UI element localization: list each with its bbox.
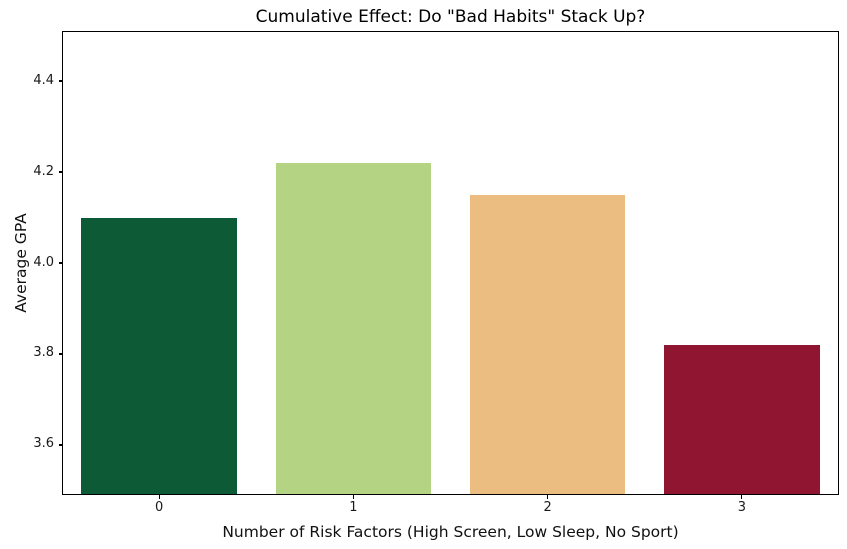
bar-risk-0 [81,217,237,495]
y-tick-label: 4.0 [33,254,54,270]
x-tick-mark [547,495,549,499]
y-tick-mark [58,353,62,355]
x-tick-mark [741,495,743,499]
plot-area [62,31,839,495]
bar-risk-3 [664,344,820,495]
y-tick-mark [58,262,62,264]
y-tick-mark [58,80,62,82]
y-tick-label: 4.4 [33,72,54,88]
x-axis-label: Number of Risk Factors (High Screen, Low… [222,523,679,541]
x-tick-mark [158,495,160,499]
chart-title: Cumulative Effect: Do "Bad Habits" Stack… [255,7,646,27]
x-tick-label: 0 [154,500,164,515]
x-tick-label: 1 [349,500,358,515]
y-tick-label: 3.6 [33,436,54,452]
x-tick-mark [352,495,354,499]
bar-risk-1 [275,162,432,495]
y-tick-label: 4.2 [33,163,54,179]
x-tick-label: 2 [543,500,552,515]
y-tick-label: 3.8 [33,345,54,361]
y-tick-mark [58,171,62,173]
bar-risk-2 [469,194,626,495]
y-tick-mark [58,444,62,446]
x-tick-label: 3 [737,500,747,515]
